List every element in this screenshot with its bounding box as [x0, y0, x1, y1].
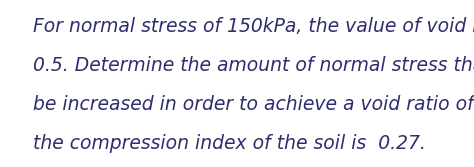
Text: be increased in order to achieve a void ratio of 0.45 if: be increased in order to achieve a void …	[33, 95, 474, 114]
Text: the compression index of the soil is  0.27.: the compression index of the soil is 0.2…	[33, 134, 426, 153]
Text: For normal stress of 150kPa, the value of void ratio is: For normal stress of 150kPa, the value o…	[33, 17, 474, 36]
Text: 0.5. Determine the amount of normal stress that should: 0.5. Determine the amount of normal stre…	[33, 56, 474, 75]
